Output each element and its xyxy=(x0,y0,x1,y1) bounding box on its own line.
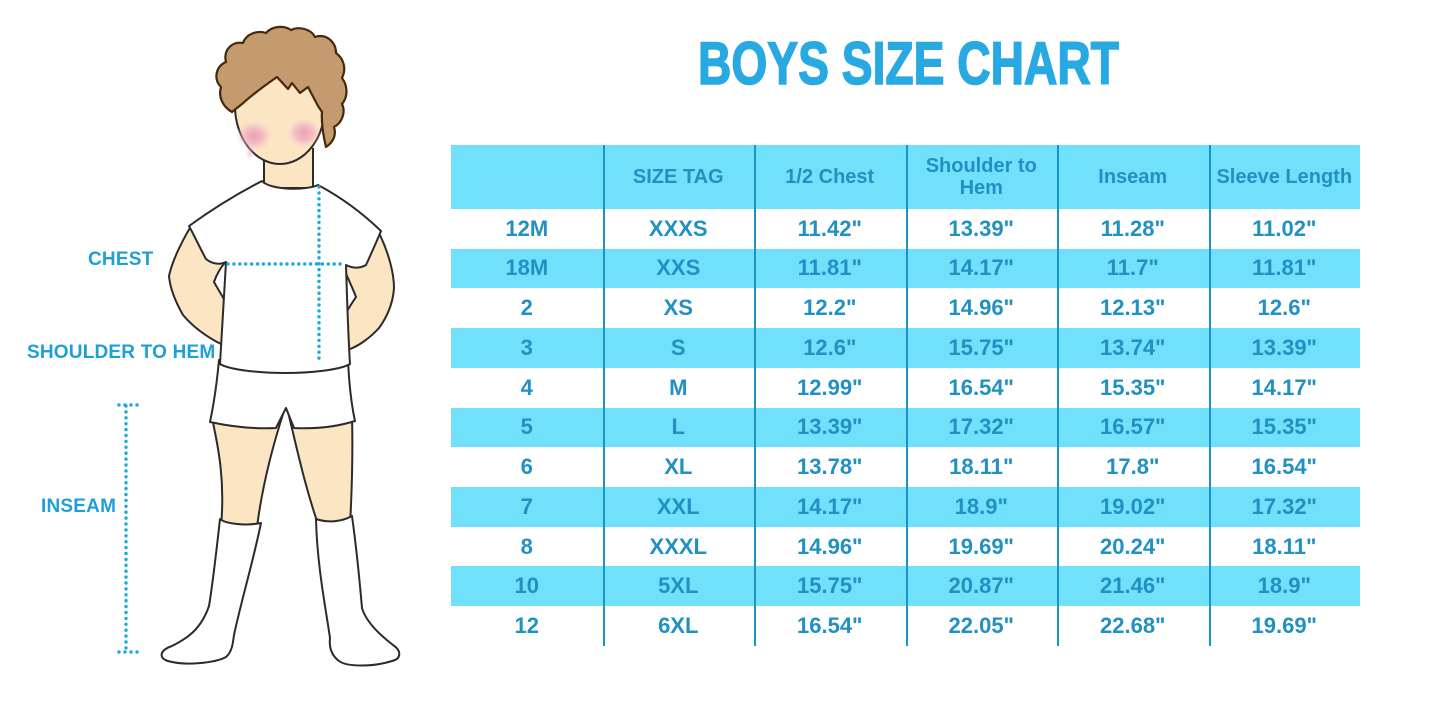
svg-text:INSEAM: INSEAM xyxy=(41,496,116,517)
svg-text:CHEST: CHEST xyxy=(88,249,154,270)
svg-text:SHOULDER TO HEM: SHOULDER TO HEM xyxy=(27,342,215,363)
